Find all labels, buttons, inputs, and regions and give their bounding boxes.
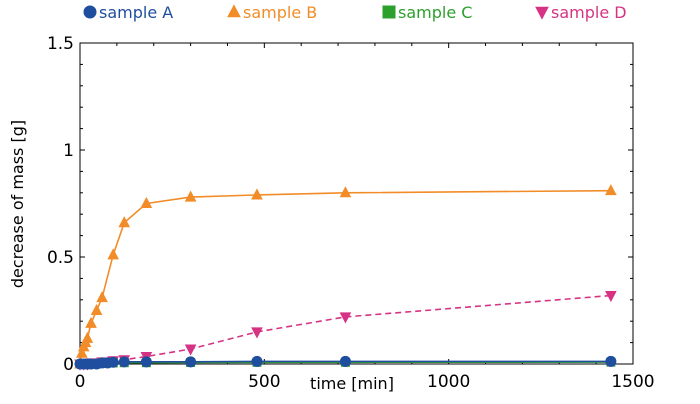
x-tick-label: 1500	[611, 372, 654, 392]
data-point-sample-b	[140, 196, 153, 208]
data-point-sample-a	[605, 355, 617, 367]
y-tick-label: 0	[63, 355, 74, 375]
series-line-sample-b	[79, 189, 611, 365]
series-line-sample-d	[80, 294, 611, 365]
data-point-sample-a	[118, 356, 130, 368]
data-point-sample-b	[90, 303, 103, 315]
data-point-sample-d	[605, 291, 617, 303]
data-point-sample-b	[339, 186, 352, 198]
data-point-sample-b	[81, 331, 94, 343]
y-axis-label: decrease of mass [g]	[8, 120, 27, 288]
data-point-sample-b	[184, 190, 197, 202]
data-point-sample-b	[76, 346, 88, 358]
legend-item-sample-d: sample D	[535, 3, 627, 22]
legend-marker-sample-a	[83, 5, 97, 19]
x-tick-label: 1000	[427, 372, 470, 392]
data-point-sample-b	[96, 291, 108, 303]
series-sample-b	[74, 184, 617, 369]
data-point-sample-b	[107, 248, 120, 260]
legend-marker-sample-b	[227, 4, 241, 18]
data-point-sample-b	[85, 316, 97, 328]
data-point-sample-a	[107, 356, 119, 368]
data-point-sample-b	[251, 188, 263, 200]
data-point-sample-d	[184, 344, 197, 356]
ticks: 0 500 1000 1500 0 0.5 1 1.5	[47, 34, 655, 392]
data-point-sample-d	[251, 327, 263, 339]
series-sample-a	[74, 355, 617, 370]
y-tick-label: 1	[63, 141, 74, 161]
legend: sample A sample B sample C sample D	[83, 3, 627, 22]
legend-item-sample-c: sample C	[382, 3, 472, 22]
legend-label-sample-a: sample A	[99, 3, 173, 22]
series-group	[74, 184, 617, 371]
x-tick-label: 0	[75, 372, 86, 392]
data-point-sample-d	[339, 312, 352, 324]
x-tick-label: 500	[248, 372, 280, 392]
plot-frame	[79, 42, 634, 365]
axes	[79, 42, 634, 365]
legend-label-sample-c: sample C	[398, 3, 472, 22]
x-axis-label: time [min]	[310, 374, 394, 393]
data-point-sample-b	[605, 184, 617, 196]
legend-label-sample-b: sample B	[243, 3, 317, 22]
data-point-sample-a	[140, 356, 152, 368]
data-point-sample-b	[118, 216, 131, 228]
data-point-sample-a	[339, 355, 351, 367]
data-point-sample-a	[185, 356, 197, 368]
y-tick-label: 0.5	[47, 248, 74, 268]
y-tick-label: 1.5	[47, 34, 74, 54]
legend-item-sample-a: sample A	[83, 3, 173, 22]
legend-label-sample-d: sample D	[551, 3, 627, 22]
data-point-sample-a	[251, 355, 263, 367]
legend-marker-sample-c	[382, 5, 396, 19]
legend-item-sample-b: sample B	[227, 3, 317, 22]
legend-marker-sample-d	[535, 6, 549, 20]
